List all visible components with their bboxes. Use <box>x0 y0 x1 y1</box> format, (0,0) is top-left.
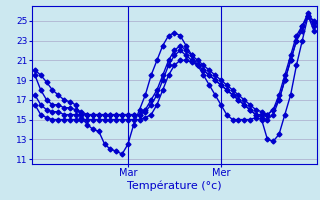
X-axis label: Température (°c): Température (°c) <box>127 181 222 191</box>
